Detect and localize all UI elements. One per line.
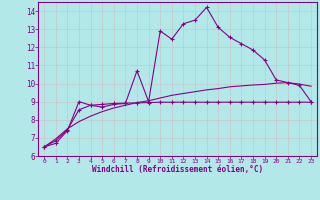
X-axis label: Windchill (Refroidissement éolien,°C): Windchill (Refroidissement éolien,°C) bbox=[92, 165, 263, 174]
